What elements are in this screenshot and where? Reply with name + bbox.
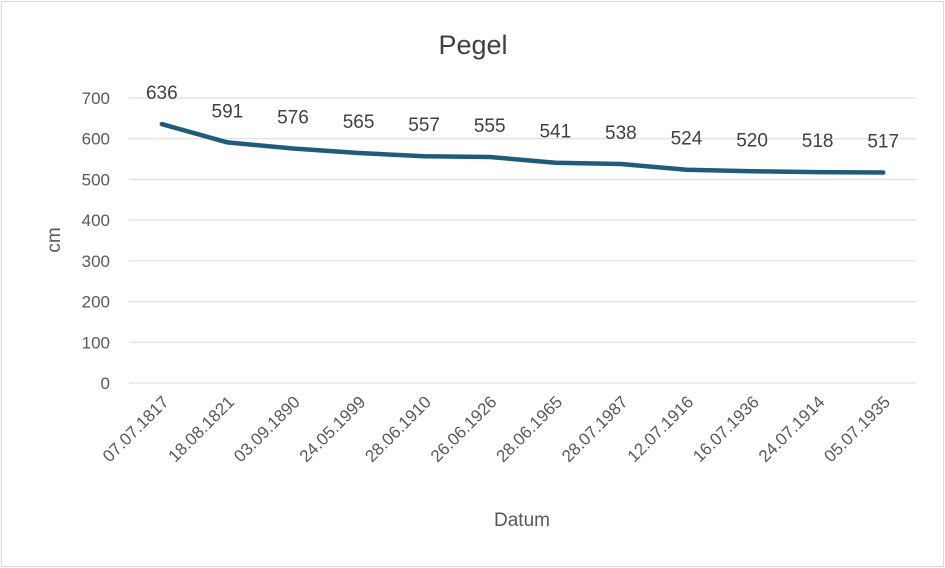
data-label: 524 bbox=[671, 129, 703, 150]
x-tick-label: 18.08.1821 bbox=[165, 392, 239, 466]
gridlines bbox=[129, 97, 916, 384]
x-tick-label: 24.07.1914 bbox=[755, 392, 829, 466]
data-labels: 636 591 576 565 557 555 541 538 524 520 518 517 bbox=[146, 83, 899, 152]
data-label: 517 bbox=[867, 132, 899, 153]
y-tick-label: 0 bbox=[101, 374, 110, 393]
data-label: 518 bbox=[802, 131, 834, 152]
data-label: 541 bbox=[539, 122, 571, 143]
data-label: 538 bbox=[605, 123, 637, 144]
x-tick-label: 05.07.1935 bbox=[820, 392, 894, 466]
x-tick-label: 28.06.1910 bbox=[361, 392, 435, 466]
x-tick-label: 28.06.1965 bbox=[493, 392, 567, 466]
y-tick-label: 200 bbox=[82, 293, 110, 312]
data-label: 555 bbox=[474, 116, 506, 137]
x-tick-label: 16.07.1936 bbox=[689, 392, 763, 466]
y-tick-label: 700 bbox=[82, 89, 110, 108]
y-axis-title: cm bbox=[44, 227, 65, 252]
data-label: 576 bbox=[277, 107, 309, 128]
x-tick-label: 12.07.1916 bbox=[624, 392, 698, 466]
y-tick-label: 400 bbox=[82, 211, 110, 230]
y-tick-label: 100 bbox=[82, 333, 110, 352]
data-label: 591 bbox=[212, 101, 244, 122]
series-line bbox=[159, 121, 886, 175]
chart-title: Pegel bbox=[438, 30, 507, 60]
data-label: 557 bbox=[408, 115, 440, 136]
x-tick-label: 24.05.1999 bbox=[296, 392, 370, 466]
x-tick-label: 03.09.1890 bbox=[230, 392, 304, 466]
x-tick-label: 26.06.1926 bbox=[427, 392, 501, 466]
y-tick-label: 600 bbox=[82, 130, 110, 149]
series-group bbox=[159, 121, 886, 175]
data-label: 565 bbox=[343, 112, 375, 133]
x-tick-label: 28.07.1987 bbox=[558, 392, 632, 466]
data-label: 520 bbox=[736, 130, 768, 151]
data-label: 636 bbox=[146, 83, 178, 104]
x-tick-label: 07.07.1817 bbox=[99, 392, 173, 466]
x-axis-title: Datum bbox=[494, 510, 550, 531]
x-axis-ticks: 07.07.181718.08.182103.09.189024.05.1999… bbox=[99, 392, 894, 466]
y-axis-ticks: 0 100 200 300 400 500 600 700 bbox=[82, 89, 110, 393]
y-tick-label: 300 bbox=[82, 252, 110, 271]
y-tick-label: 500 bbox=[82, 170, 110, 189]
